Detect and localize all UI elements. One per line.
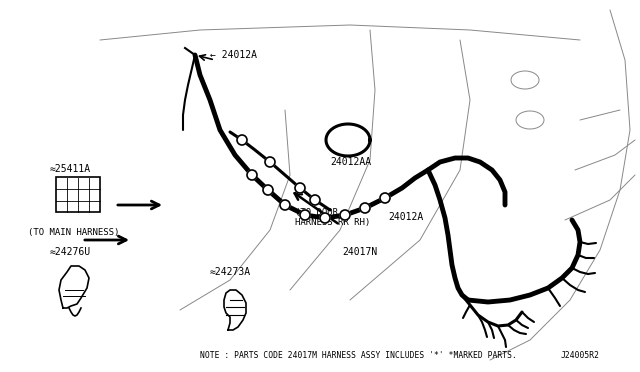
Circle shape [320, 213, 330, 223]
Text: J24005R2: J24005R2 [561, 351, 600, 360]
Circle shape [300, 210, 310, 220]
Circle shape [265, 157, 275, 167]
Circle shape [247, 170, 257, 180]
Circle shape [280, 200, 290, 210]
Text: ≈25411A: ≈25411A [50, 164, 91, 174]
Text: 24017N: 24017N [342, 247, 377, 257]
Text: HARNESS RR RH): HARNESS RR RH) [295, 218, 371, 227]
Text: ← 24012A: ← 24012A [210, 50, 257, 60]
Text: ≈24276U: ≈24276U [50, 247, 91, 257]
Text: 24012AA: 24012AA [330, 157, 371, 167]
Text: NOTE : PARTS CODE 24017M HARNESS ASSY INCLUDES '*' *MARKED PARTS.: NOTE : PARTS CODE 24017M HARNESS ASSY IN… [200, 351, 517, 360]
Text: (TO DOOR: (TO DOOR [295, 208, 338, 217]
Circle shape [310, 195, 320, 205]
Circle shape [263, 185, 273, 195]
Text: ≈24273A: ≈24273A [210, 267, 251, 277]
Circle shape [380, 193, 390, 203]
Text: 24012A: 24012A [388, 212, 423, 222]
Circle shape [340, 210, 350, 220]
Bar [56, 177, 100, 212]
Circle shape [237, 135, 247, 145]
Circle shape [360, 203, 370, 213]
Circle shape [295, 183, 305, 193]
Text: (TO MAIN HARNESS): (TO MAIN HARNESS) [28, 228, 120, 237]
